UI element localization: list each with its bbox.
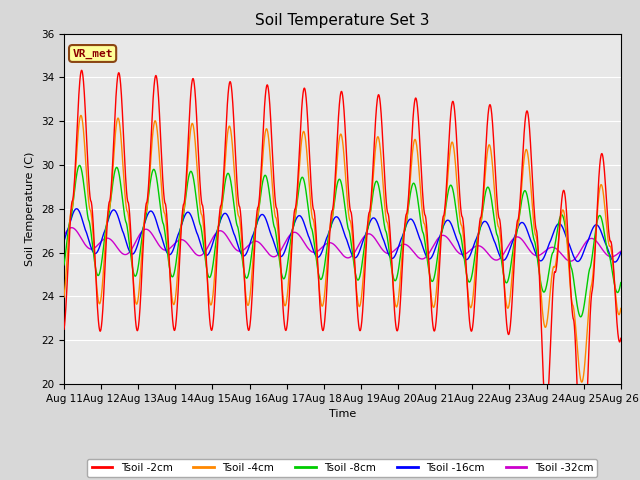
Tsoil -16cm — [397, 237, 404, 243]
Line: Tsoil -32cm: Tsoil -32cm — [64, 228, 621, 261]
Tsoil -16cm — [216, 220, 223, 226]
Tsoil -4cm — [617, 306, 625, 312]
Tsoil -8cm — [397, 250, 404, 255]
Tsoil -2cm — [406, 159, 414, 165]
Title: Soil Temperature Set 3: Soil Temperature Set 3 — [255, 13, 429, 28]
Line: Tsoil -8cm: Tsoil -8cm — [64, 166, 621, 317]
Tsoil -16cm — [611, 259, 619, 265]
Tsoil -32cm — [68, 225, 76, 230]
Tsoil -2cm — [216, 210, 223, 216]
Tsoil -4cm — [564, 253, 572, 259]
Tsoil -2cm — [78, 67, 86, 73]
Tsoil -8cm — [617, 280, 625, 286]
Tsoil -16cm — [617, 250, 625, 256]
Tsoil -32cm — [406, 245, 414, 251]
Tsoil -32cm — [566, 258, 574, 264]
Tsoil -32cm — [617, 249, 625, 254]
Tsoil -32cm — [617, 249, 625, 254]
Tsoil -4cm — [216, 213, 223, 219]
Tsoil -16cm — [60, 239, 68, 244]
Tsoil -4cm — [397, 269, 404, 275]
Y-axis label: Soil Temperature (C): Soil Temperature (C) — [26, 152, 35, 266]
Line: Tsoil -16cm: Tsoil -16cm — [64, 209, 621, 262]
Tsoil -2cm — [617, 336, 625, 341]
Tsoil -8cm — [216, 219, 223, 225]
Tsoil -8cm — [76, 163, 83, 168]
Tsoil -2cm — [60, 326, 68, 332]
Tsoil -4cm — [406, 173, 414, 179]
Tsoil -4cm — [617, 307, 625, 312]
Tsoil -8cm — [577, 314, 584, 320]
Tsoil -2cm — [180, 202, 188, 207]
Tsoil -4cm — [180, 210, 188, 216]
Tsoil -32cm — [180, 237, 188, 243]
Tsoil -8cm — [180, 213, 188, 218]
Tsoil -2cm — [564, 235, 572, 241]
Tsoil -16cm — [73, 206, 81, 212]
Tsoil -2cm — [397, 292, 404, 298]
Tsoil -8cm — [406, 190, 414, 195]
X-axis label: Time: Time — [329, 409, 356, 419]
Tsoil -8cm — [617, 280, 625, 286]
Tsoil -8cm — [564, 245, 572, 251]
Tsoil -16cm — [617, 250, 625, 255]
Tsoil -8cm — [60, 262, 68, 268]
Tsoil -4cm — [60, 294, 68, 300]
Legend: Tsoil -2cm, Tsoil -4cm, Tsoil -8cm, Tsoil -16cm, Tsoil -32cm: Tsoil -2cm, Tsoil -4cm, Tsoil -8cm, Tsoi… — [87, 458, 598, 477]
Tsoil -16cm — [406, 216, 414, 222]
Tsoil -32cm — [564, 258, 572, 264]
Tsoil -32cm — [397, 242, 404, 248]
Tsoil -2cm — [579, 479, 586, 480]
Tsoil -4cm — [578, 379, 586, 385]
Tsoil -4cm — [77, 112, 84, 118]
Tsoil -16cm — [564, 239, 572, 245]
Tsoil -16cm — [180, 216, 188, 222]
Line: Tsoil -4cm: Tsoil -4cm — [64, 115, 621, 382]
Tsoil -32cm — [216, 228, 223, 234]
Tsoil -32cm — [60, 233, 68, 239]
Line: Tsoil -2cm: Tsoil -2cm — [64, 70, 621, 480]
Text: VR_met: VR_met — [72, 48, 113, 59]
Tsoil -2cm — [617, 336, 625, 342]
